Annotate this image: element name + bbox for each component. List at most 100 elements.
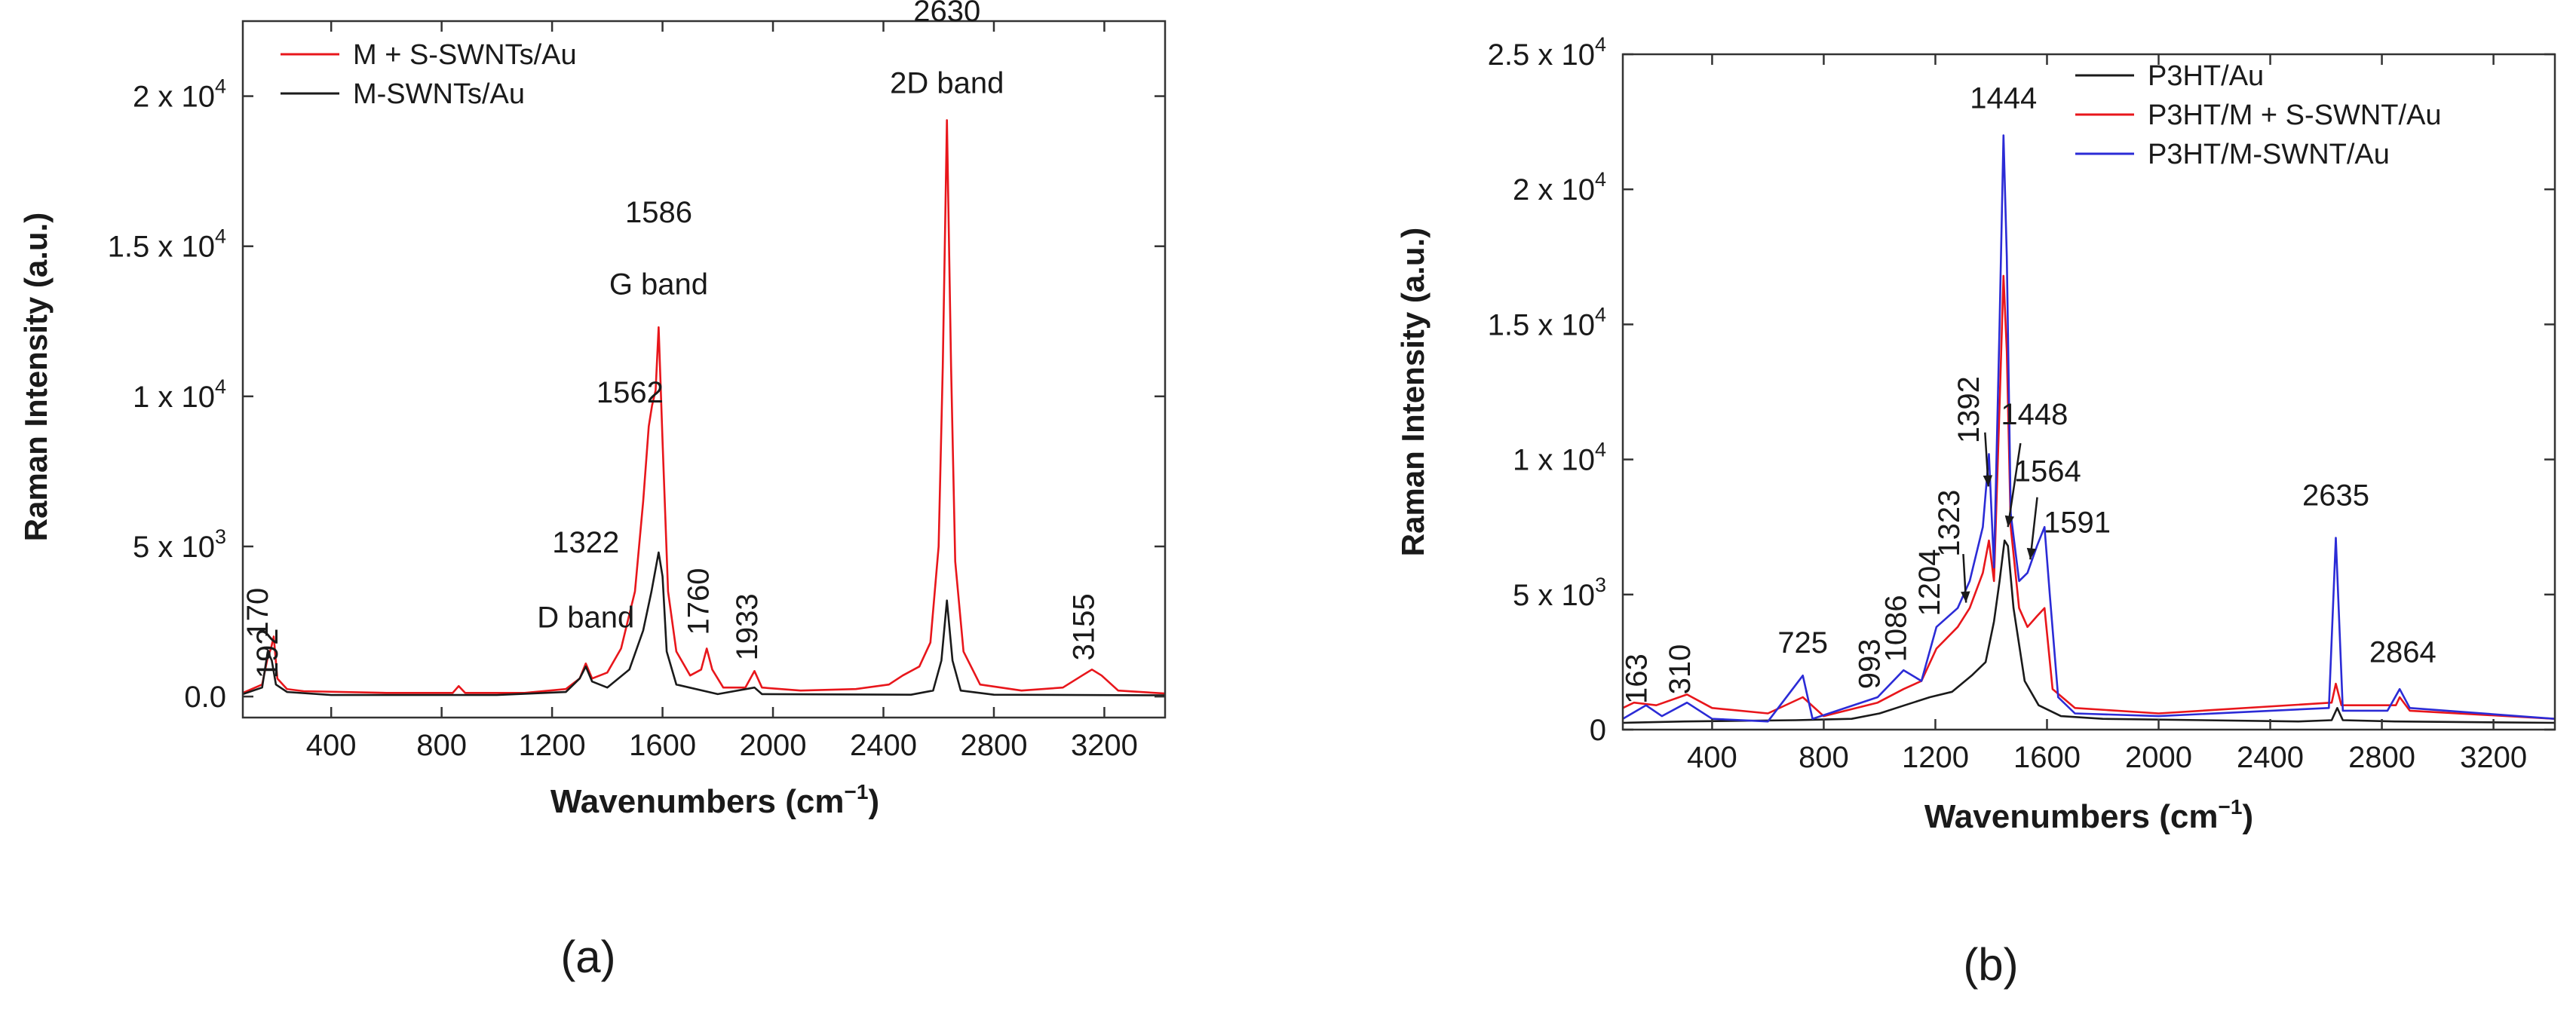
x-tick-label: 2400	[850, 729, 917, 762]
x-axis-label: Wavenumbers (cm−1)	[1924, 795, 2253, 835]
y-tick-label-exponent: 4	[1595, 33, 1606, 56]
x-tick-label: 3200	[1071, 729, 1138, 762]
peak-annotation: 1322	[552, 526, 619, 559]
y-tick-label-exponent: 4	[215, 75, 226, 98]
legend-entry-3: P3HT/M-SWNT/Au	[2148, 139, 2390, 170]
peak-annotation: 1564	[2014, 454, 2081, 488]
peak-annotation: 1562	[596, 376, 664, 409]
x-axis-label-close: )	[868, 783, 879, 820]
y-tick-label-main: 0	[1590, 714, 1606, 747]
y-tick-label-main: 2 x 10	[1513, 173, 1595, 207]
x-axis-label: Wavenumbers (cm−1)	[550, 780, 879, 820]
y-tick-label-main: 1 x 10	[1513, 444, 1595, 477]
series-line-3	[1623, 134, 2555, 723]
x-tick-label: 2000	[740, 729, 807, 762]
annotation-arrowhead	[1983, 475, 1993, 487]
caption-b: (b)	[1963, 939, 2018, 990]
annotation-arrowhead	[2004, 515, 2015, 528]
legend-entry-2: M-SWNTs/Au	[353, 78, 525, 110]
peak-annotation: 2630	[913, 0, 980, 28]
plot-frame	[1621, 53, 2556, 731]
y-tick-label-main: 0.0	[184, 681, 226, 714]
y-tick-label: 2 x 104	[1513, 168, 1606, 207]
plot-frame	[241, 20, 1167, 719]
y-tick-label-exponent: 3	[1595, 574, 1606, 596]
peak-annotation: 1760	[682, 568, 715, 635]
peak-annotation: 993	[1853, 638, 1886, 689]
y-tick-label-exponent: 4	[1595, 168, 1606, 191]
peak-annotation: G band	[609, 268, 708, 301]
series-line-1	[1623, 539, 2555, 724]
x-tick-label: 800	[1799, 741, 1849, 774]
peak-annotation: 1323	[1933, 490, 1966, 557]
y-tick-label: 0.0	[184, 681, 226, 714]
caption-a: (a)	[560, 932, 615, 982]
y-tick-label: 1.5 x 104	[1488, 303, 1606, 341]
x-tick-label: 400	[1687, 741, 1737, 774]
peak-annotation: 1392	[1952, 376, 1986, 443]
x-tick-label: 1600	[2013, 741, 2081, 774]
y-tick-label-main: 1.5 x 10	[108, 231, 215, 264]
y-tick-label-main: 1.5 x 10	[1488, 308, 1595, 341]
y-tick-label-main: 2 x 10	[133, 81, 215, 114]
y-tick-label: 1.5 x 104	[108, 225, 226, 264]
peak-annotation: 163	[1620, 653, 1653, 704]
x-tick-label: 800	[416, 729, 467, 762]
peak-annotation: 2635	[2302, 479, 2369, 513]
x-tick-label: 1200	[1902, 741, 1969, 774]
legend-entry-2: P3HT/M + S-SWNT/Au	[2148, 99, 2442, 131]
peak-annotation: D band	[537, 601, 634, 635]
legend-entry-1: M + S-SWNTs/Au	[353, 39, 577, 71]
x-tick-label: 400	[306, 729, 357, 762]
y-tick-label: 5 x 103	[1513, 574, 1606, 612]
peak-annotation: 1204	[1913, 549, 1946, 616]
peak-annotation: 1933	[731, 593, 764, 660]
peak-annotation: 2864	[2369, 635, 2436, 669]
y-axis-label: Raman Intensity (a.u.)	[18, 213, 54, 541]
peak-annotation: 725	[1777, 626, 1828, 660]
x-axis-label-exponent: −1	[2219, 795, 2243, 819]
series-line-2	[243, 551, 1165, 696]
series-line-1	[243, 119, 1165, 695]
y-tick-label-exponent: 3	[215, 525, 226, 548]
y-tick-label-exponent: 4	[215, 225, 226, 248]
y-tick-label-exponent: 4	[1595, 439, 1606, 461]
x-tick-label: 1600	[629, 729, 696, 762]
annotation-arrowhead	[1961, 591, 1970, 603]
peak-annotation: 1086	[1880, 595, 1913, 662]
x-axis-label-text: Wavenumbers (cm	[1924, 798, 2219, 835]
y-tick-label: 2.5 x 104	[1488, 33, 1606, 72]
y-tick-label: 1 x 104	[1513, 439, 1606, 477]
x-axis-label-close: )	[2242, 798, 2253, 835]
peak-annotation: 1591	[2044, 506, 2111, 539]
x-tick-label: 3200	[2460, 741, 2527, 774]
y-tick-label: 0	[1590, 714, 1606, 747]
annotation-arrowhead	[2026, 547, 2037, 560]
x-axis-label-exponent: −1	[845, 780, 869, 803]
y-tick-label-main: 1 x 10	[133, 381, 215, 414]
peak-annotation: 1586	[625, 196, 692, 229]
peak-annotation: 310	[1664, 644, 1697, 695]
x-axis-label-text: Wavenumbers (cm	[550, 783, 845, 820]
y-tick-label: 5 x 103	[133, 525, 226, 564]
peak-annotation: 1448	[2001, 398, 2068, 431]
legend-entry-1: P3HT/Au	[2148, 60, 2264, 92]
chart-panel-b: 400 800 1200 1600 2000 2400 2800 3200 0 5 x 103 1 …	[1395, 33, 2556, 835]
peak-annotation: 170	[241, 588, 274, 638]
y-axis-label: Raman Intensity (a.u.)	[1395, 228, 1431, 556]
peak-annotation: 192	[251, 628, 284, 678]
x-tick-label: 2000	[2125, 741, 2192, 774]
y-tick-label-main: 2.5 x 10	[1488, 38, 1595, 72]
x-tick-label: 2800	[960, 729, 1027, 762]
x-tick-label: 1200	[519, 729, 586, 762]
x-tick-label: 2400	[2237, 741, 2304, 774]
peak-annotation: 2D band	[890, 67, 1004, 100]
y-tick-label-exponent: 4	[215, 375, 226, 398]
y-tick-label-main: 5 x 10	[133, 531, 215, 564]
y-tick-label: 2 x 104	[133, 75, 226, 114]
y-tick-label-exponent: 4	[1595, 303, 1606, 326]
peak-annotation: 3155	[1068, 593, 1101, 660]
series-line-2	[1623, 274, 2555, 720]
